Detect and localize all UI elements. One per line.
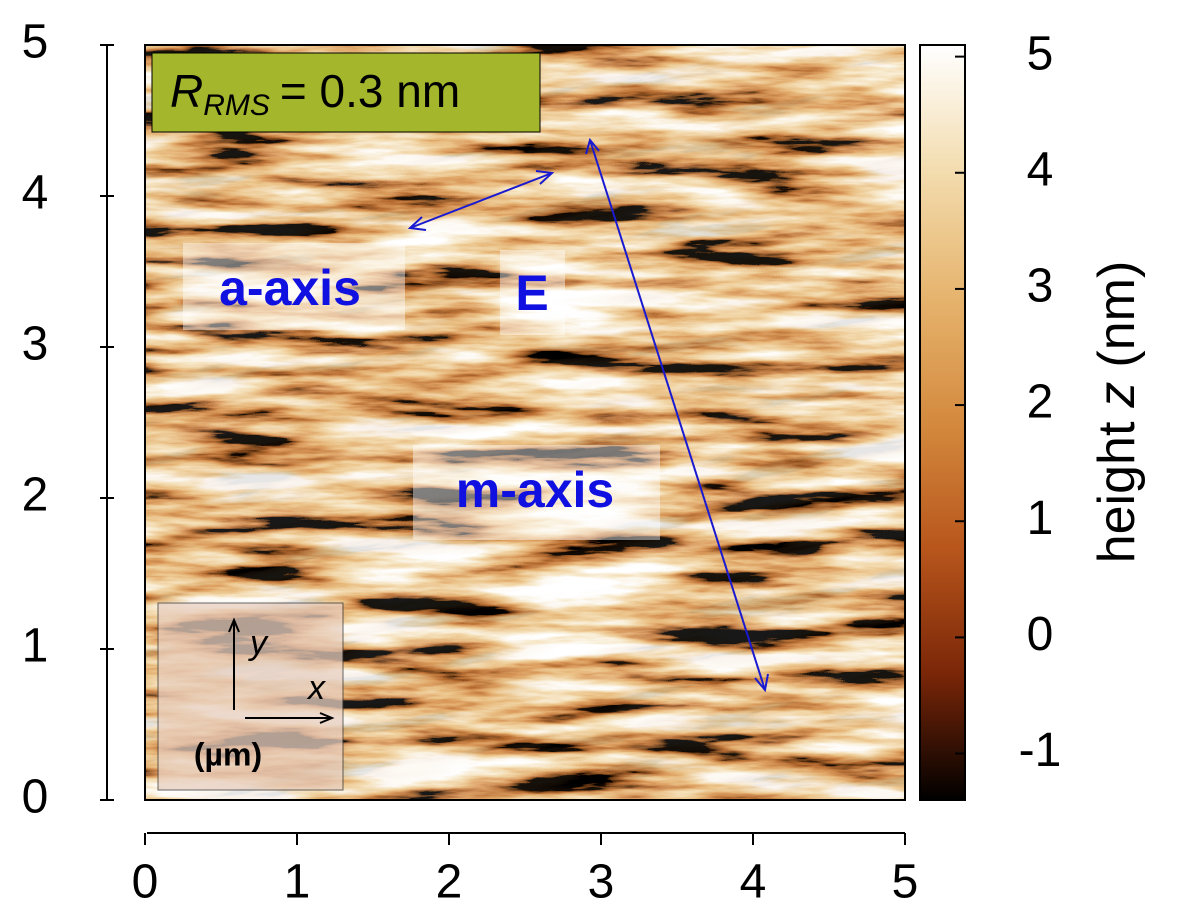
x-tick-label: 2 (436, 856, 463, 909)
colorbar-tick-label: 5 (1027, 27, 1054, 80)
inset-unit: (µm) (194, 736, 262, 772)
inset-x: x (306, 669, 326, 707)
colorbar-tick-label: 0 (1027, 608, 1054, 661)
y-tick-label: 5 (22, 16, 49, 69)
page: RRMS= 0.3 nm a-axis E m-axis y x (µm) he… (0, 0, 1195, 909)
y-tick-label: 3 (22, 318, 49, 371)
colorbar-tick-label: 1 (1027, 492, 1054, 545)
colorbar-tick-label: 3 (1027, 260, 1054, 313)
m-axis-label: m-axis (456, 462, 614, 518)
x-tick-label: 4 (740, 856, 767, 909)
colorbar-tick-label: -1 (1019, 724, 1062, 777)
x-tick-label: 1 (284, 856, 311, 909)
colorbar-label: heightz(nm) (1088, 261, 1146, 564)
x-tick-label: 3 (588, 856, 615, 909)
y-tick-label: 4 (22, 167, 49, 220)
y-tick-label: 0 (22, 771, 49, 824)
colorbar-tick-label: 4 (1027, 143, 1054, 196)
y-tick-label: 1 (22, 620, 49, 673)
colorbar (920, 45, 965, 800)
x-tick-label: 0 (132, 856, 159, 909)
colorbar-tick-label: 2 (1027, 376, 1054, 429)
e-label: E (515, 265, 548, 321)
a-axis-label: a-axis (219, 260, 361, 316)
chart: RRMS= 0.3 nm a-axis E m-axis y x (µm) he… (0, 0, 1195, 909)
inset-y: y (248, 624, 269, 662)
x-tick-label: 5 (892, 856, 919, 909)
y-tick-label: 2 (22, 469, 49, 522)
